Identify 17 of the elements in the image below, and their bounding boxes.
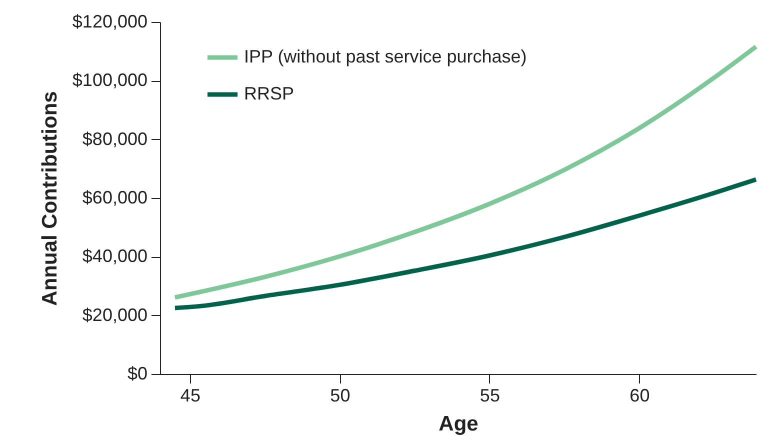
y-axis-title: Annual Contributions	[38, 91, 62, 306]
y-tick-label: $100,000	[72, 70, 148, 90]
y-tick-label: $120,000	[72, 12, 148, 32]
y-tick-label: $60,000	[82, 188, 148, 208]
x-tick-label: 55	[480, 386, 500, 406]
y-tick-label: $0	[127, 364, 148, 384]
x-tick-label: 50	[330, 386, 350, 406]
y-tick-label: $40,000	[82, 246, 148, 266]
line-series	[172, 44, 758, 300]
x-tick-label: 60	[630, 386, 650, 406]
x-tick-label: 45	[180, 386, 200, 406]
line-series	[172, 177, 758, 310]
y-tick-label: $20,000	[82, 304, 148, 325]
x-axis-title: Age	[438, 412, 478, 436]
y-tick-label: $80,000	[82, 128, 148, 149]
legend-label: IPP (without past service purchase)	[244, 46, 527, 66]
legend-label: RRSP	[244, 84, 294, 104]
